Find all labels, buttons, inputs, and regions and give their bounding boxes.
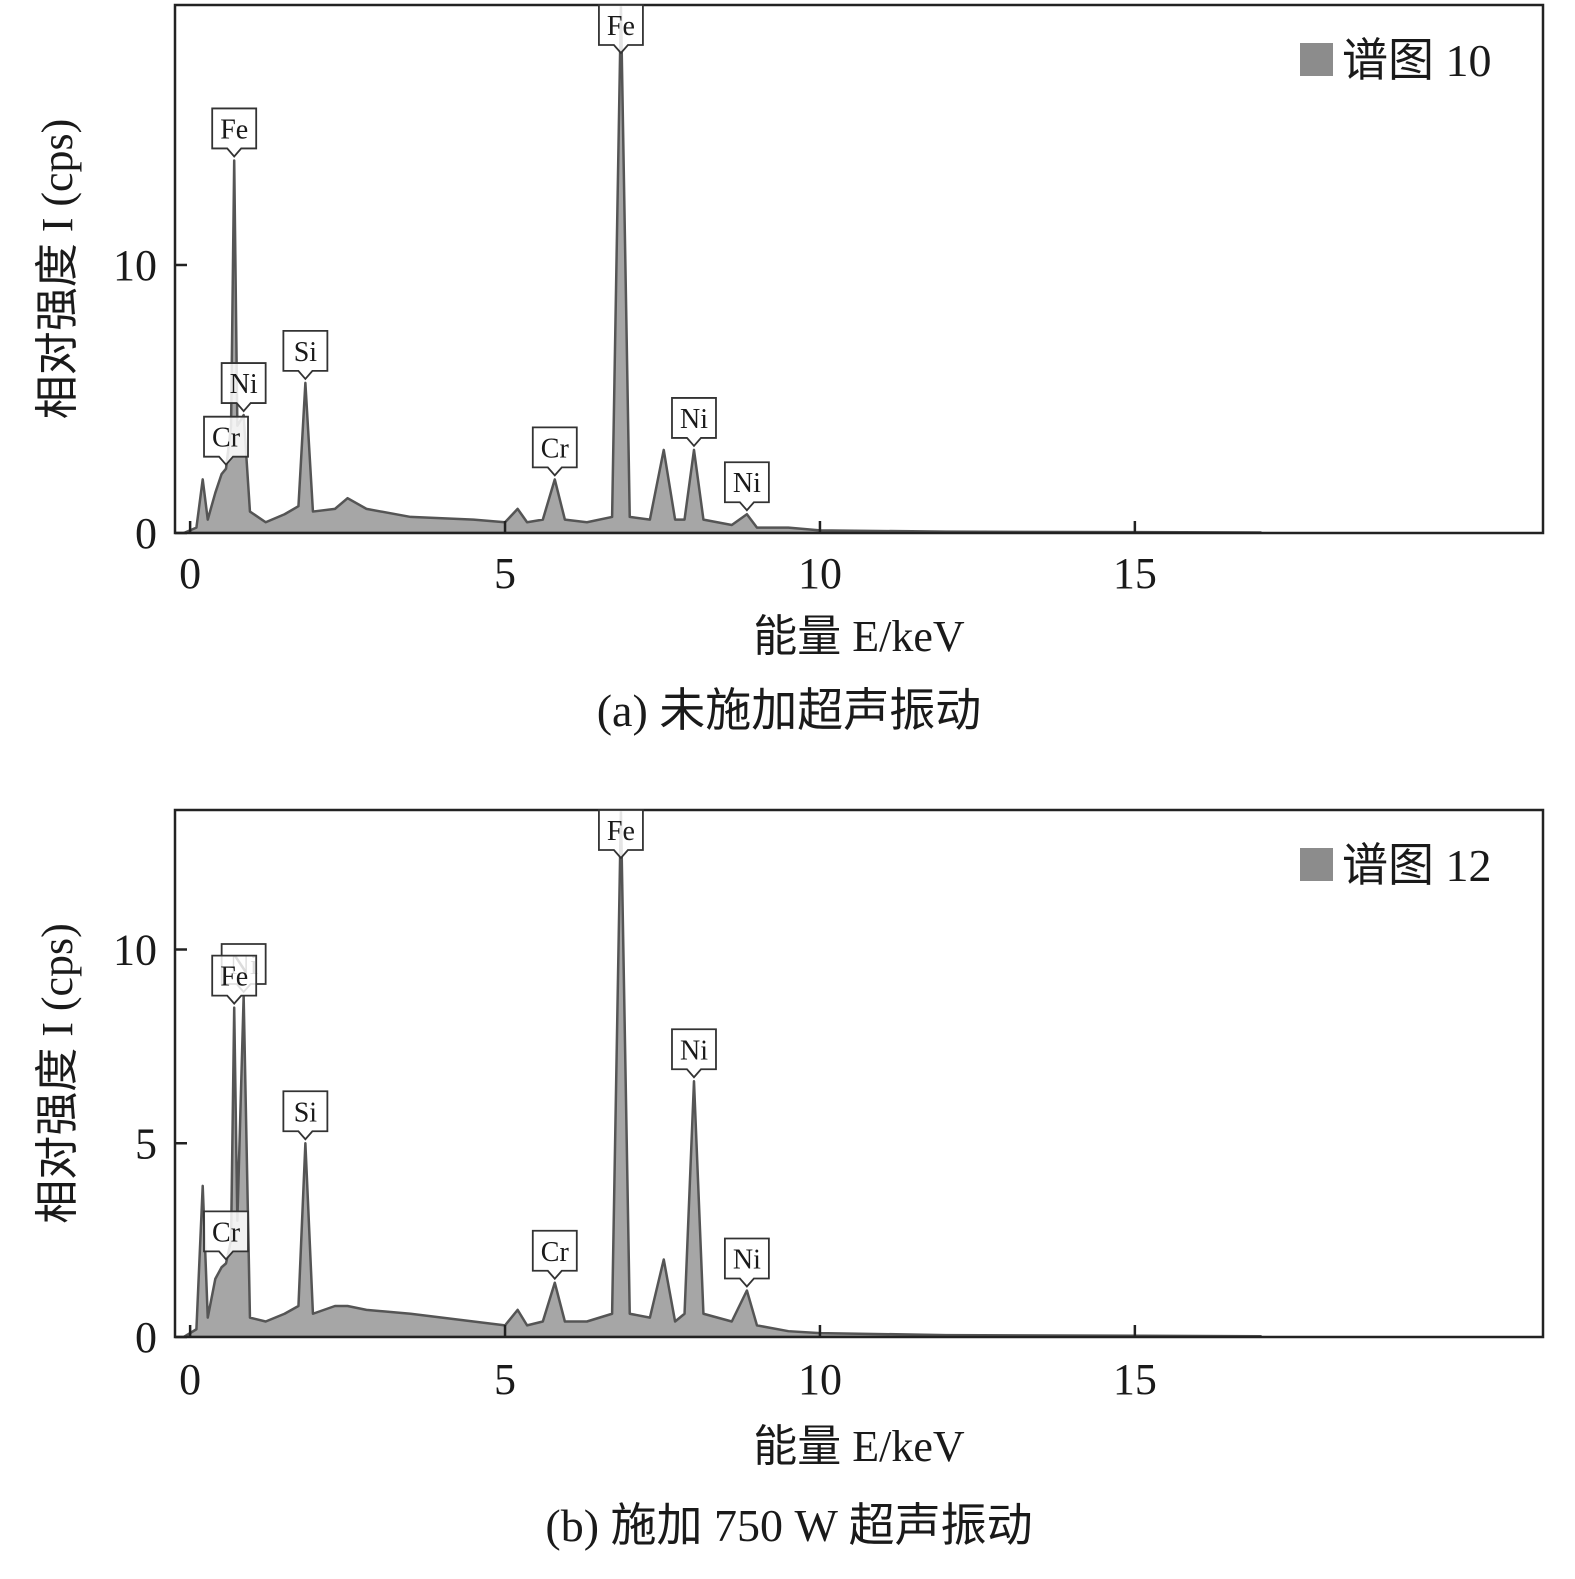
y-tick-label: 10 (113, 926, 157, 975)
peak-label-box (671, 397, 717, 448)
peak-label: Fe (607, 11, 635, 42)
peak-label: Ni (733, 468, 761, 499)
peak-label-box (723, 1237, 770, 1288)
x-tick-label: 10 (798, 549, 842, 598)
peak-label-box (598, 4, 644, 55)
y-axis-title: 相对强度 I (cps) (33, 923, 82, 1224)
spectrum (182, 810, 1263, 1337)
peak-label: Ni (230, 369, 258, 400)
legend-swatch (1300, 43, 1333, 76)
peak-label: Cr (212, 1217, 241, 1248)
plot-area (182, 5, 1263, 533)
peak-label: Cr (212, 423, 241, 454)
peak-label-box (723, 461, 770, 512)
y-tick-label: 0 (135, 1313, 157, 1362)
peak-label-box (531, 1229, 578, 1281)
legend-label: 谱图 12 (1342, 840, 1492, 891)
plot-area (182, 810, 1263, 1337)
x-tick-label: 5 (494, 549, 516, 598)
spectrum (182, 5, 1263, 533)
x-axis-title: 能量 E/keV (753, 612, 965, 661)
peak-label: Ni (680, 404, 708, 435)
peak-label: Ni (733, 1245, 761, 1276)
plot-frame (173, 3, 1545, 535)
peak-label: Cr (541, 433, 570, 464)
peak-label: Cr (541, 1237, 570, 1268)
peak-label-box (203, 415, 249, 467)
peak-label-box (282, 1090, 329, 1141)
peak-label-box (220, 362, 267, 413)
x-tick-label: 15 (1113, 1355, 1157, 1404)
legend-swatch (1300, 848, 1333, 881)
peak-label: Ni (680, 1035, 708, 1066)
peak-label: Fe (607, 816, 635, 847)
peak-label-box (282, 330, 329, 381)
peak-label: Fe (220, 114, 248, 145)
plot-frame (173, 808, 1545, 1339)
peak-label-box (211, 954, 258, 1005)
y-tick-label: 0 (135, 509, 157, 558)
y-axis-title: 相对强度 I (cps) (33, 119, 82, 420)
x-tick-label: 0 (179, 1355, 201, 1404)
x-tick-label: 10 (798, 1355, 842, 1404)
peak-label-box (203, 1210, 249, 1261)
peak-label: Fe (220, 962, 248, 993)
x-tick-label: 5 (494, 1355, 516, 1404)
legend-label: 谱图 10 (1342, 35, 1492, 86)
y-tick-label: 5 (135, 1119, 157, 1168)
caption: (a) 未施加超声振动 (597, 685, 982, 736)
x-tick-label: 0 (179, 549, 201, 598)
peak-label-box (531, 426, 578, 477)
x-axis-title: 能量 E/keV (753, 1422, 965, 1471)
peak-label: Si (294, 1097, 318, 1128)
caption: (b) 施加 750 W 超声振动 (545, 1500, 1032, 1551)
peak-label-box (211, 107, 258, 158)
y-tick-label: 10 (113, 241, 157, 290)
peak-label: Si (294, 337, 318, 368)
x-tick-label: 15 (1113, 549, 1157, 598)
peak-label-box (598, 809, 644, 860)
peak-label-box (671, 1028, 717, 1079)
